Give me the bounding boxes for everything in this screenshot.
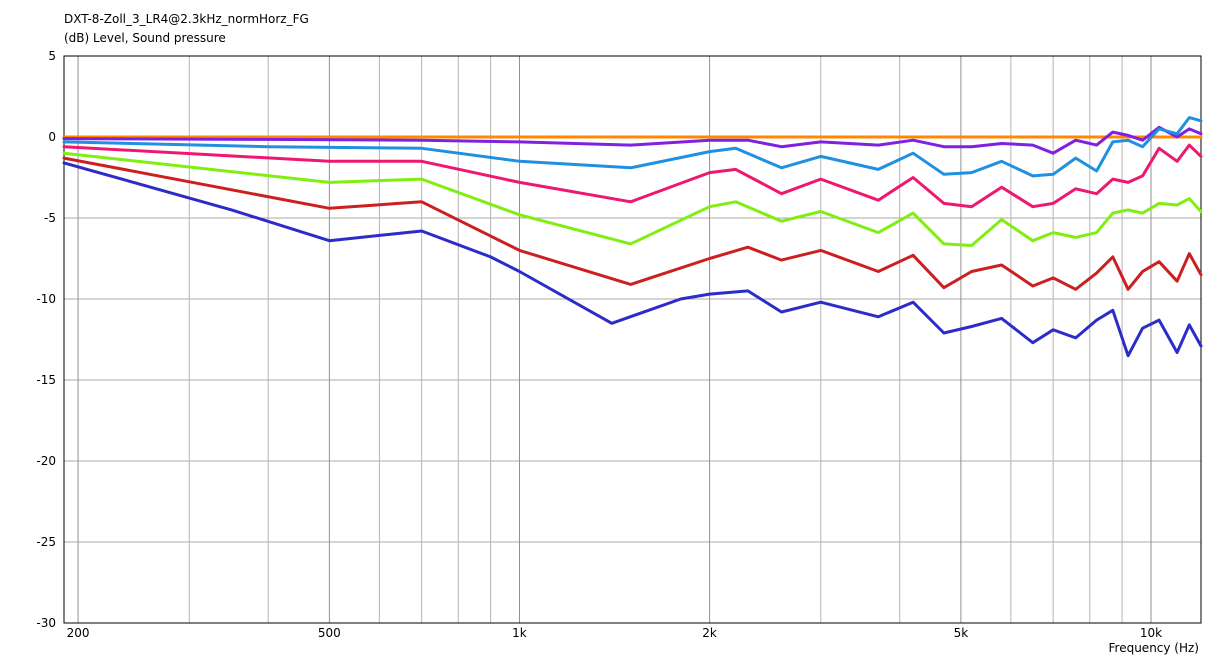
y-tick-label: -5: [44, 211, 56, 225]
series-line-6: [62, 161, 1203, 358]
x-tick-label: 1k: [512, 626, 527, 640]
y-tick-label: 0: [48, 130, 56, 144]
x-tick-labels: 200 500 1k 2k 5k 10k: [67, 626, 1163, 640]
x-tick-label: 200: [67, 626, 90, 640]
series-line-1: [62, 125, 1203, 155]
x-tick-label: 500: [318, 626, 341, 640]
x-tick-label: 2k: [702, 626, 717, 640]
y-tick-label: 5: [48, 49, 56, 63]
chart-title: DXT-8-Zoll_3_LR4@2.3kHz_normHorz_FG: [64, 12, 309, 26]
y-tick-label: -30: [36, 616, 56, 630]
y-tick-labels: 5 0 -5 -10 -15 -20 -25 -30: [36, 49, 56, 630]
series-line-4: [62, 151, 1203, 247]
series-line-2: [62, 116, 1203, 178]
x-axis-label: Frequency (Hz): [1109, 641, 1200, 655]
y-tick-label: -15: [36, 373, 56, 387]
y-tick-label: -20: [36, 454, 56, 468]
series-group: [62, 116, 1203, 358]
series-line-3: [62, 143, 1203, 209]
x-tick-label: 10k: [1140, 626, 1162, 640]
plot-frame: [63, 55, 1202, 624]
y-tick-label: -10: [36, 292, 56, 306]
series-line-5: [62, 156, 1203, 291]
x-tick-label: 5k: [954, 626, 969, 640]
y-tick-label: -25: [36, 535, 56, 549]
y-axis-label: (dB) Level, Sound pressure: [64, 31, 226, 45]
